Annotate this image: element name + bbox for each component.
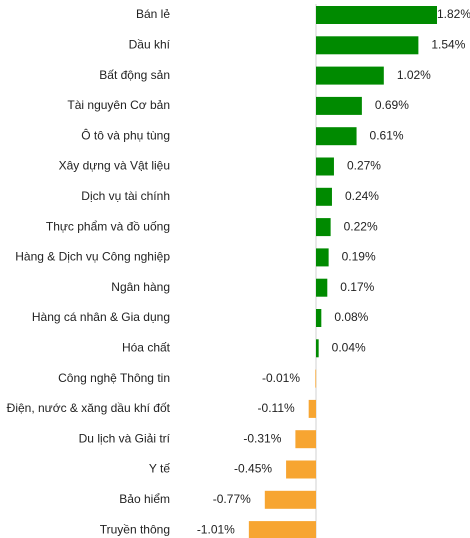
category-label: Dầu khí [129, 37, 171, 51]
category-label: Hàng cá nhân & Gia dụng [32, 310, 170, 324]
category-label: Ngân hàng [111, 280, 170, 294]
bar [308, 399, 316, 418]
value-label: 0.24% [345, 189, 379, 203]
value-label: 0.08% [334, 310, 368, 324]
bar [286, 460, 316, 479]
value-label: 0.27% [347, 159, 381, 173]
value-label: 1.82% [437, 7, 470, 21]
category-label: Truyền thông [100, 522, 170, 536]
value-label: -0.45% [234, 462, 272, 476]
bar [316, 218, 331, 237]
bar [316, 127, 357, 146]
category-label: Bán lẻ [136, 7, 170, 21]
value-label: 0.04% [332, 340, 366, 354]
bar [316, 339, 319, 358]
value-label: 0.17% [340, 280, 374, 294]
bar [316, 187, 332, 206]
bar [316, 36, 419, 55]
value-label: 0.69% [375, 98, 409, 112]
category-label: Y tế [149, 462, 170, 476]
category-label: Thực phẩm và đồ uống [46, 219, 170, 233]
value-label: 0.22% [344, 219, 378, 233]
bar [316, 157, 334, 176]
category-label: Tài nguyên Cơ bản [67, 98, 170, 112]
value-label: 0.19% [342, 250, 376, 264]
value-label: -0.31% [243, 431, 281, 445]
bar [315, 369, 317, 388]
category-label: Xây dựng và Vật liệu [59, 159, 170, 173]
category-label: Bất động sản [99, 68, 170, 82]
bar [316, 248, 329, 267]
value-label: -0.01% [262, 371, 300, 385]
value-label: -0.77% [213, 492, 251, 506]
category-label: Ô tô và phụ tùng [81, 127, 170, 142]
bar [295, 430, 316, 449]
bar [316, 309, 322, 327]
bar [316, 66, 384, 85]
category-label: Công nghệ Thông tin [58, 371, 170, 385]
bar [316, 278, 328, 297]
category-label: Bảo hiểm [119, 492, 170, 506]
value-label: 1.54% [431, 37, 465, 51]
category-label: Điện, nước & xăng dầu khí đốt [7, 401, 171, 415]
category-label: Hàng & Dịch vụ Công nghiệp [15, 250, 170, 264]
value-label: 1.02% [397, 68, 431, 82]
bar [316, 96, 362, 115]
category-label: Hóa chất [122, 340, 171, 354]
bar [264, 490, 316, 509]
value-label: 0.61% [370, 128, 404, 142]
bar [316, 6, 437, 24]
value-label: -0.11% [258, 401, 295, 415]
value-label: -1.01% [197, 522, 235, 536]
category-label: Dịch vụ tài chính [81, 189, 170, 203]
bar [248, 521, 316, 538]
category-label: Du lịch và Giải trí [79, 431, 171, 445]
